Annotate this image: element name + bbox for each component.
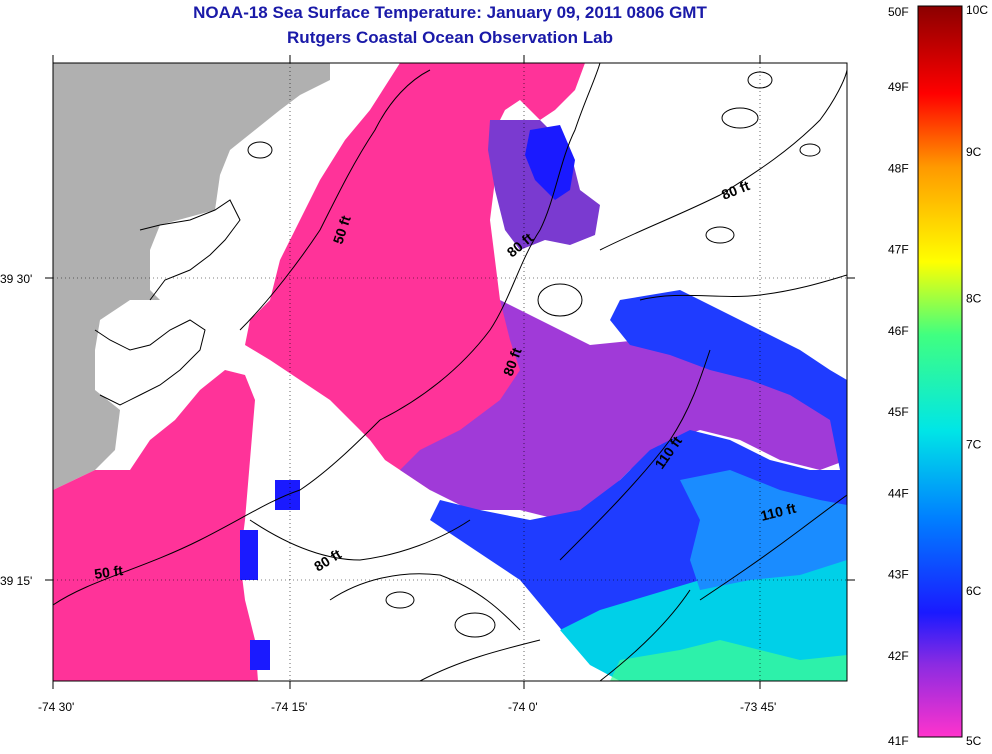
colorbar-c-label: 5C (966, 734, 982, 748)
land-mass (53, 63, 330, 490)
colorbar-f-label: 48F (888, 161, 909, 175)
colorbar-c-label: 7C (966, 438, 982, 452)
colorbar-fahrenheit-labels: 50F 49F 48F 47F 46F 45F 44F 43F 42F 41F (888, 5, 909, 748)
bathymetry-contours (53, 63, 847, 681)
x-tick-label: -74 15' (271, 700, 307, 714)
map-title: NOAA-18 Sea Surface Temperature: January… (193, 3, 707, 22)
colorbar-f-label: 44F (888, 486, 909, 500)
colorbar (917, 5, 963, 738)
colorbar-f-label: 49F (888, 80, 909, 94)
y-tick-label: 39 30' (0, 272, 32, 286)
colorbar-f-label: 41F (888, 734, 909, 748)
sst-region-5c-central (245, 63, 585, 500)
colorbar-f-label: 50F (888, 5, 909, 19)
graticule (53, 63, 847, 681)
colorbar-f-label: 43F (888, 568, 909, 582)
sst-region-5c-west (53, 370, 258, 681)
x-tick-label: -74 30' (38, 700, 74, 714)
x-tick-label: -73 45' (740, 700, 776, 714)
colorbar-c-label: 9C (966, 145, 982, 159)
colorbar-f-label: 42F (888, 649, 909, 663)
colorbar-c-label: 8C (966, 291, 982, 305)
tick-marks (45, 55, 855, 689)
x-tick-label: -74 0' (508, 700, 538, 714)
map-plot-area (53, 63, 847, 681)
depth-label: 50 ft (93, 562, 124, 582)
map-frame (52, 62, 848, 682)
colorbar-c-label: 6C (966, 584, 982, 598)
sst-region-7c (560, 545, 847, 681)
y-tick-label: 39 15' (0, 574, 32, 588)
colorbar-f-label: 46F (888, 324, 909, 338)
colorbar-celsius-labels: 10C 9C 8C 7C 6C 5C (966, 3, 988, 748)
colorbar-f-label: 45F (888, 405, 909, 419)
map-subtitle: Rutgers Coastal Ocean Observation Lab (287, 28, 613, 47)
colorbar-c-label: 10C (966, 3, 988, 17)
sst-region-transition (400, 300, 847, 520)
coastline (94, 199, 241, 406)
colorbar-f-label: 47F (888, 243, 909, 257)
